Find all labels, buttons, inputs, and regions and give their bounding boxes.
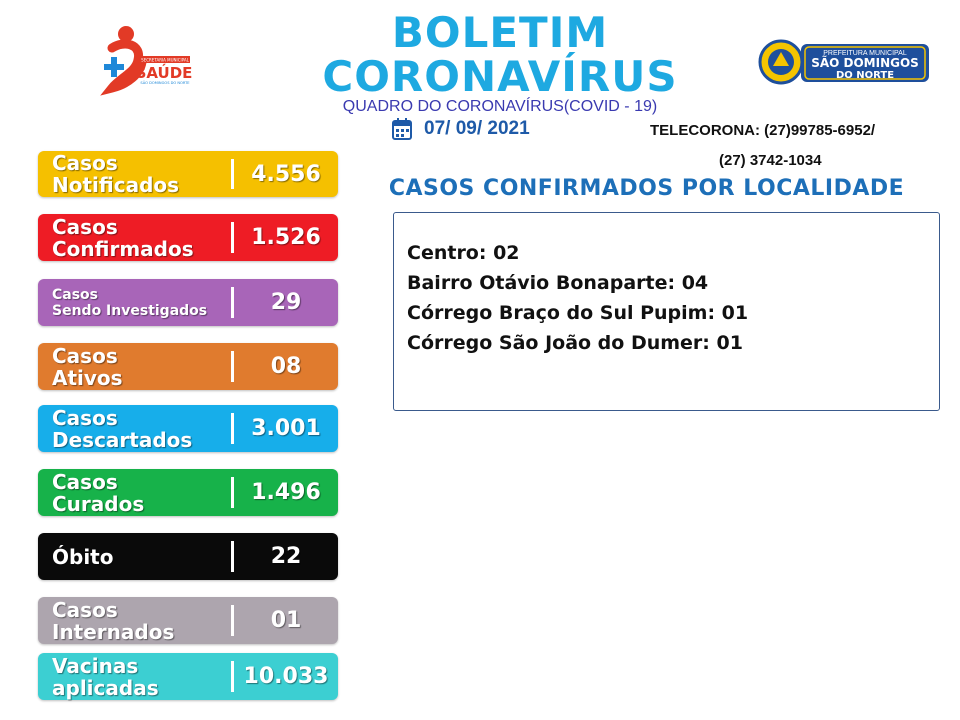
card-separator [231, 222, 234, 253]
card-label-line1: Casos [52, 151, 118, 175]
card-separator [231, 287, 234, 318]
card-value: 1.496 [251, 480, 321, 505]
card-separator [231, 661, 234, 692]
bulletin-date: 07/ 09/ 2021 [424, 118, 530, 139]
card-separator [231, 477, 234, 508]
saude-logo: SECRETARIA MUNICIPAL SAÚDE SÃO DOMINGOS … [98, 22, 198, 97]
card-separator [231, 413, 234, 444]
saude-logo-text: SAÚDE [136, 63, 193, 82]
card-internados: Casos Internados 01 [38, 597, 338, 644]
card-value: 29 [270, 290, 302, 315]
page-subtitle: QUADRO DO CORONAVÍRUS(COVID - 19) [342, 98, 658, 115]
card-ativos: Casos Ativos 08 [38, 343, 338, 390]
localidade-heading: CASOS CONFIRMADOS POR LOCALIDADE [388, 176, 905, 201]
card-confirmados: Casos Confirmados 1.526 [38, 214, 338, 261]
card-label-line1: Casos [52, 405, 118, 430]
calendar-icon [392, 118, 412, 140]
card-label-line2: Confirmados [52, 236, 194, 261]
card-label-line1: Casos [52, 469, 118, 494]
svg-text:SÃO DOMINGOS DO NORTE: SÃO DOMINGOS DO NORTE [140, 80, 190, 85]
card-label-line2: Ativos [52, 365, 123, 390]
list-item: Córrego Braço do Sul Pupim: 01 [407, 302, 749, 324]
list-item: Bairro Otávio Bonaparte: 04 [407, 272, 709, 294]
card-label-line1: Óbito [52, 544, 114, 569]
card-label-line2: Curados [52, 491, 145, 516]
card-value: 22 [270, 544, 302, 569]
card-label-line2: aplicadas [52, 675, 159, 700]
card-label-line2: Descartados [52, 427, 193, 452]
card-label-line2: Notificados [52, 173, 180, 197]
telecorona-phone-2: (27) 3742-1034 [719, 152, 822, 169]
card-separator [231, 159, 234, 189]
svg-text:SECRETARIA MUNICIPAL: SECRETARIA MUNICIPAL [141, 58, 189, 63]
list-item: Centro: 02 [407, 242, 520, 264]
card-vacinas-aplicadas: Vacinas aplicadas 10.033 [38, 653, 338, 700]
telecorona-phone-1: TELECORONA: (27)99785-6952/ [650, 122, 876, 139]
page-title-line1: BOLETIM [391, 8, 609, 57]
card-notificados: Casos Notificados 4.556 [38, 151, 338, 197]
localidade-box: Centro: 02 Bairro Otávio Bonaparte: 04 C… [393, 212, 940, 411]
card-value: 1.526 [251, 225, 321, 250]
card-label-line1: Casos [52, 597, 118, 622]
svg-text:SÃO DOMINGOS: SÃO DOMINGOS [811, 55, 919, 70]
svg-text:DO NORTE: DO NORTE [836, 70, 894, 81]
card-label-line1: Casos [52, 343, 118, 368]
svg-text:PREFEITURA MUNICIPAL: PREFEITURA MUNICIPAL [823, 50, 907, 57]
card-sendo-investigados: Casos Sendo Investigados 29 [38, 279, 338, 326]
card-separator [231, 605, 234, 636]
page-title-line2: CORONAVÍRUS [322, 52, 678, 101]
card-obito: Óbito 22 [38, 533, 338, 580]
card-separator [231, 541, 234, 572]
card-label-line1: Casos [52, 214, 118, 239]
card-value: 3.001 [251, 416, 321, 441]
card-label-line2: Internados [52, 619, 175, 644]
card-curados: Casos Curados 1.496 [38, 469, 338, 516]
card-value: 10.033 [243, 664, 329, 689]
card-label-line1: Vacinas [52, 653, 139, 678]
card-value: 4.556 [251, 161, 321, 187]
card-descartados: Casos Descartados 3.001 [38, 405, 338, 452]
list-item: Córrego São João do Dumer: 01 [407, 332, 743, 354]
date-row: 07/ 09/ 2021 [392, 118, 530, 140]
localidade-list: Centro: 02 Bairro Otávio Bonaparte: 04 C… [407, 238, 748, 358]
card-label-line1: Casos [52, 286, 99, 303]
prefeitura-logo: PREFEITURA MUNICIPAL SÃO DOMINGOS DO NOR… [757, 38, 932, 88]
card-value: 08 [270, 354, 302, 379]
card-value: 01 [270, 608, 302, 633]
card-label-line2: Sendo Investigados [52, 302, 208, 319]
card-separator [231, 351, 234, 382]
